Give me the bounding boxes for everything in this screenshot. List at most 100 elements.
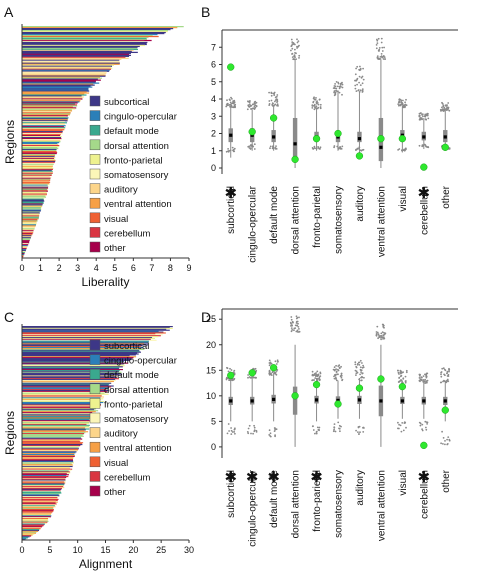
outlier-point — [297, 40, 300, 42]
bar — [22, 153, 56, 156]
bar — [22, 439, 81, 441]
bar — [22, 167, 54, 170]
bar — [22, 194, 47, 196]
outlier-point — [397, 381, 400, 383]
outlier-point — [420, 379, 422, 381]
bar — [22, 127, 66, 129]
bar — [22, 522, 47, 524]
bar — [22, 387, 109, 389]
outlier-point — [312, 425, 314, 427]
bar — [22, 119, 68, 121]
y-tick-label: 1 — [211, 146, 216, 156]
observed-point — [312, 380, 321, 389]
outlier-point — [298, 328, 300, 330]
outlier-point — [360, 149, 363, 152]
observed-point — [420, 163, 428, 171]
outlier-point — [314, 432, 316, 435]
outlier-point — [358, 378, 360, 381]
bar — [22, 441, 81, 443]
bar — [22, 166, 53, 169]
legend-swatch — [89, 485, 101, 497]
outlier-point — [337, 147, 340, 150]
bar — [22, 114, 70, 116]
bar — [22, 239, 30, 241]
outlier-point — [426, 423, 428, 425]
outlier-point — [270, 94, 273, 97]
bar — [22, 237, 31, 239]
outlier-point — [354, 87, 357, 90]
outlier-point — [383, 46, 385, 49]
y-axis-title: Regions — [3, 411, 17, 455]
outlier-point — [312, 100, 315, 103]
bar — [22, 327, 173, 329]
observed-point — [291, 392, 299, 400]
bar — [22, 135, 60, 137]
bar — [22, 329, 170, 331]
bar — [22, 34, 153, 37]
outlier-point — [446, 380, 448, 382]
legend-label: cerebellum — [104, 472, 151, 483]
outlier-point — [298, 54, 301, 57]
legend-swatch — [89, 227, 101, 238]
bar — [22, 423, 87, 426]
bar — [22, 177, 51, 179]
bar — [22, 432, 86, 434]
bar — [22, 507, 54, 509]
bar — [22, 192, 48, 194]
outlier-point — [404, 101, 406, 104]
bar — [22, 233, 33, 235]
outlier-point — [253, 102, 256, 105]
bar — [22, 71, 107, 73]
outlier-point — [358, 75, 361, 78]
bar — [22, 401, 104, 404]
outlier-point — [335, 379, 338, 382]
bar — [22, 338, 151, 340]
bar — [22, 93, 85, 95]
outlier-point — [357, 361, 360, 364]
outlier-point — [446, 443, 449, 445]
outlier-point — [233, 99, 236, 102]
outlier-point — [233, 369, 236, 372]
outlier-point — [418, 379, 421, 382]
bar — [22, 346, 141, 348]
outlier-point — [335, 368, 337, 370]
outlier-point — [297, 326, 300, 328]
outlier-point — [276, 361, 279, 363]
bar — [22, 444, 81, 447]
outlier-point — [360, 371, 362, 373]
outlier-point — [355, 79, 358, 82]
observed-point — [355, 152, 364, 160]
legend-swatch — [89, 168, 101, 180]
outlier-point — [315, 374, 318, 376]
outlier-point — [425, 380, 428, 383]
bar — [22, 172, 53, 174]
outlier-point — [231, 146, 234, 149]
bar — [22, 169, 52, 171]
outlier-point — [297, 322, 299, 325]
bar — [22, 405, 96, 407]
outlier-point — [446, 370, 449, 373]
bar — [22, 26, 178, 29]
outlier-point — [447, 436, 450, 438]
outlier-point — [230, 96, 232, 99]
outlier-point — [274, 434, 276, 436]
bar — [22, 65, 113, 67]
legend-label: cerebellum — [104, 228, 151, 239]
outlier-point — [339, 430, 341, 433]
bar — [22, 353, 139, 355]
outlier-point — [375, 44, 378, 46]
bar — [22, 195, 46, 197]
legend-swatch — [89, 427, 101, 438]
bar — [22, 535, 32, 537]
x-axis-title: Alignment — [79, 557, 133, 571]
bar — [22, 235, 32, 237]
legend-swatch — [89, 212, 101, 224]
bar — [22, 205, 43, 207]
outlier-point — [405, 147, 407, 150]
outlier-point — [335, 371, 338, 373]
outlier-point — [339, 146, 341, 148]
bar — [22, 393, 109, 395]
outlier-point — [333, 91, 335, 94]
bar — [22, 101, 80, 103]
